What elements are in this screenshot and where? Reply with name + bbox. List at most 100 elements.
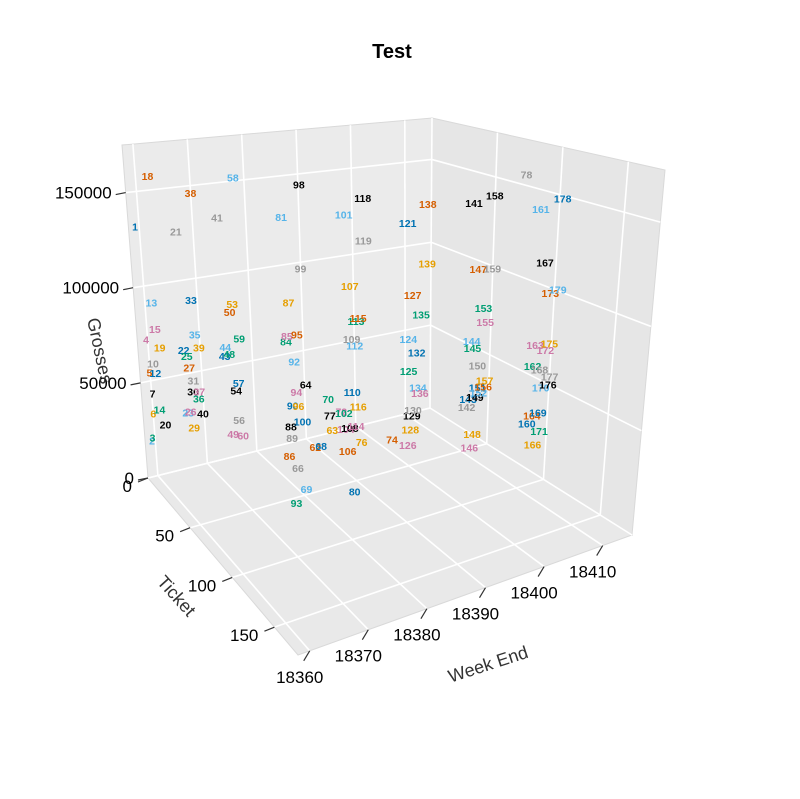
z-tick-mark (123, 287, 134, 291)
data-point-label: 88 (285, 422, 297, 434)
data-point-label: 100 (294, 417, 312, 429)
data-point-label: 94 (291, 387, 303, 399)
grid-z-side (431, 158, 661, 223)
data-point-label: 159 (484, 264, 502, 276)
data-point-label: 4 (143, 334, 149, 346)
x-tick-label: 18360 (276, 668, 323, 687)
grid-z-back (133, 241, 432, 289)
data-point-label: 130 (404, 405, 422, 417)
data-point-label: 87 (283, 298, 295, 310)
y-tick-label: 100 (188, 576, 216, 595)
data-point-label: 164 (523, 411, 541, 423)
data-point-label: 60 (237, 431, 249, 443)
data-point-label: 58 (227, 172, 239, 184)
grid-z-back (147, 407, 431, 479)
grid-y-floor (232, 478, 544, 579)
data-point-label: 18 (142, 171, 154, 183)
grid-y-floor (274, 514, 601, 628)
grid-z-side (429, 407, 633, 536)
x-tick-label: 18390 (452, 605, 499, 624)
grid-x-back (186, 139, 209, 464)
data-point-label: 151 (469, 383, 487, 395)
data-point-label: 57 (233, 378, 245, 390)
grid-z-side (430, 241, 652, 328)
grid-y-side (599, 161, 630, 516)
data-point-label: 7 (150, 389, 156, 401)
data-point-label: 166 (524, 440, 542, 452)
data-point-label: 148 (463, 429, 481, 441)
data-point-label: 22 (178, 345, 190, 357)
data-point-label: 69 (301, 484, 313, 496)
data-point-label: 171 (530, 426, 548, 438)
x-tick-mark (303, 650, 311, 662)
data-point-label: 53 (226, 299, 238, 311)
data-point-label: 20 (160, 419, 172, 431)
data-point-label: 44 (219, 342, 231, 354)
data-point-label: 81 (275, 212, 287, 224)
data-point-label: 125 (400, 366, 418, 378)
data-point-label: 90 (287, 401, 299, 413)
data-points: 1234567101213141518192021222325262729303… (132, 170, 572, 511)
data-point-label: 115 (350, 313, 367, 325)
data-point-label: 2 (149, 436, 155, 448)
data-point-label: 129 (403, 411, 421, 423)
data-point-label: 84 (280, 337, 292, 349)
data-point-label: 163 (526, 340, 544, 352)
data-point-label: 161 (532, 204, 550, 216)
grid-z-side (430, 324, 642, 432)
data-point-label: 134 (409, 383, 427, 395)
data-point-label: 80 (349, 487, 361, 499)
data-point-label: 12 (150, 368, 162, 380)
data-point-label: 126 (399, 440, 417, 452)
data-point-label: 78 (521, 170, 533, 182)
data-point-label: 31 (188, 376, 200, 388)
data-point-label: 39 (193, 343, 205, 355)
grid-y-side (542, 147, 564, 480)
data-point-label: 6 (150, 409, 156, 421)
data-point-label: 13 (146, 297, 158, 309)
grid-x-floor (305, 438, 487, 589)
grid-x-floor (355, 425, 545, 568)
y-tick-mark (264, 626, 275, 632)
grid-lines (125, 117, 661, 652)
data-point-label: 104 (337, 424, 355, 436)
data-point-label: 158 (486, 190, 504, 202)
data-point-label: 70 (322, 394, 334, 406)
data-point-label: 59 (233, 333, 245, 345)
data-point-label: 26 (185, 406, 197, 418)
x-tick-label: 18410 (569, 563, 616, 582)
data-point-label: 1 (132, 222, 138, 234)
data-point-label: 93 (291, 498, 303, 510)
data-point-label: 150 (469, 361, 487, 373)
grid-x-floor (157, 475, 311, 652)
data-point-label: 141 (465, 198, 483, 210)
x-tick-label: 18370 (335, 647, 382, 666)
data-point-label: 63 (326, 425, 338, 437)
data-point-label: 33 (185, 295, 197, 307)
data-point-label: 127 (404, 290, 422, 302)
grid-x-back (132, 143, 159, 476)
data-point-label: 29 (188, 423, 200, 435)
data-point-label: 152 (470, 387, 488, 399)
data-point-label: 37 (193, 386, 205, 398)
data-point-label: 168 (531, 364, 549, 376)
data-point-label: 110 (344, 387, 361, 399)
data-point-label: 144 (463, 336, 481, 348)
data-point-label: 49 (227, 429, 239, 441)
data-point-label: 156 (474, 381, 492, 393)
data-point-label: 146 (461, 443, 479, 455)
data-point-label: 98 (293, 180, 305, 192)
data-point-label: 43 (219, 351, 231, 363)
grid-x-floor (404, 413, 604, 547)
data-point-label: 109 (343, 334, 361, 346)
data-point-label: 175 (541, 338, 559, 350)
data-point-label: 92 (288, 357, 300, 369)
grid-x-floor (256, 450, 428, 610)
grid-x-floor (206, 462, 369, 631)
data-point-label: 15 (149, 324, 161, 336)
data-point-label: 38 (185, 188, 197, 200)
axes: 1836018370183801839018400184100501001500… (55, 184, 616, 687)
chart-title: Test (372, 41, 412, 63)
z-tick-label: 50000 (79, 374, 126, 393)
z-tick-mark (115, 191, 126, 196)
